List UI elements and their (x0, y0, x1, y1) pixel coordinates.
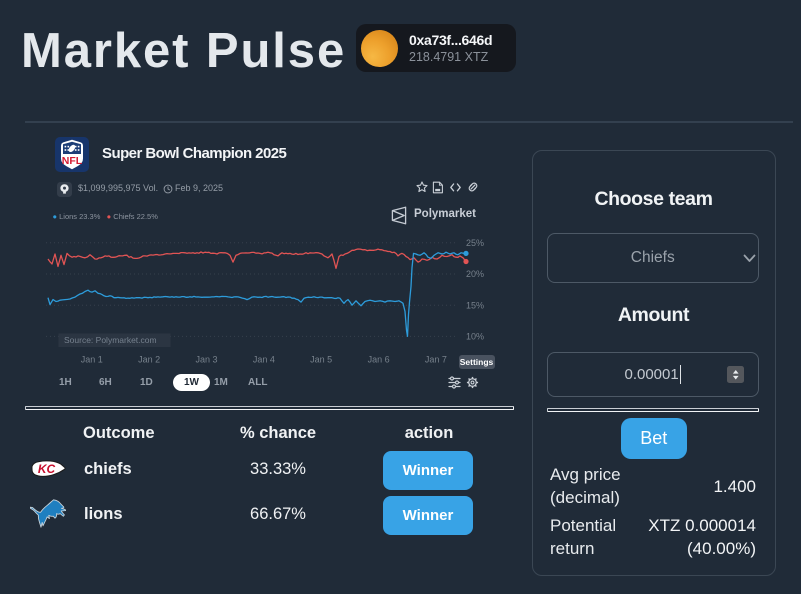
svg-text:Jan 7: Jan 7 (425, 355, 447, 365)
svg-text:Jan 1: Jan 1 (81, 355, 103, 365)
svg-text:20%: 20% (466, 269, 484, 279)
svg-text:Jan 6: Jan 6 (368, 355, 390, 365)
svg-text:NFL: NFL (62, 155, 83, 167)
svg-text:Source: Polymarket.com: Source: Polymarket.com (64, 335, 157, 345)
svg-text:KC: KC (38, 462, 56, 476)
svg-text:Jan 3: Jan 3 (195, 355, 217, 365)
svg-text:25%: 25% (466, 238, 484, 248)
svg-text:Jan 2: Jan 2 (138, 355, 160, 365)
svg-text:Jan 5: Jan 5 (310, 355, 332, 365)
svg-text:Jan 4: Jan 4 (253, 355, 275, 365)
svg-text:15%: 15% (466, 300, 484, 310)
svg-text:10%: 10% (466, 332, 484, 342)
